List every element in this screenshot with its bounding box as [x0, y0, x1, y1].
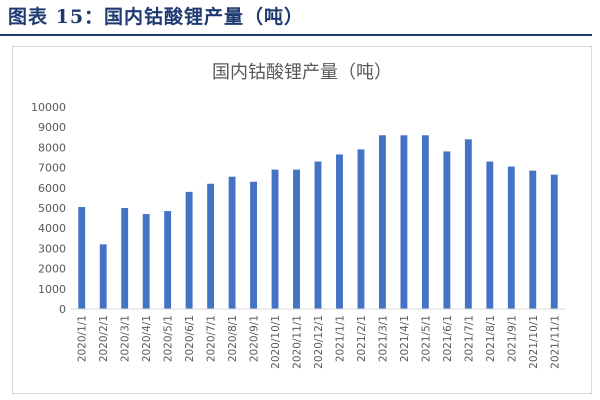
bar [293, 169, 300, 309]
x-tick-label: 2020/9/1 [249, 315, 261, 362]
bar [507, 166, 515, 309]
bar [142, 214, 150, 309]
x-tick-label: 2020/10/1 [270, 315, 282, 369]
bar [357, 149, 365, 309]
y-tick-label: 8000 [38, 141, 66, 154]
bar [78, 206, 86, 309]
y-tick-label: 1000 [38, 283, 66, 296]
y-tick-label: 7000 [38, 162, 66, 175]
x-tick-label: 2021/6/1 [442, 315, 454, 362]
figure-title: 图表 15：国内钴酸锂产量（吨） [8, 6, 305, 28]
bar [336, 154, 343, 309]
x-tick-label: 2021/11/1 [549, 315, 561, 369]
x-tick-label: 2021/9/1 [506, 315, 518, 362]
x-tick-label: 2021/2/1 [356, 315, 368, 362]
x-tick-label: 2021/3/1 [377, 315, 389, 362]
title-divider [0, 34, 592, 36]
bar [271, 169, 279, 309]
y-tick-label: 2000 [38, 263, 66, 276]
x-tick-label: 2020/3/1 [120, 315, 132, 362]
bar [400, 135, 408, 309]
bar [185, 191, 193, 309]
y-tick-label: 3000 [38, 242, 66, 255]
x-tick-label: 2020/11/1 [292, 315, 304, 369]
chart-frame: 国内钴酸锂产量（吨） 0 1000 2000 3000 4000 5000 6000 7000… [12, 46, 592, 394]
x-tick-label: 2021/1/1 [334, 315, 346, 362]
bar-series [78, 135, 558, 309]
x-tick-label: 2020/5/1 [163, 315, 175, 362]
bar [228, 176, 236, 309]
x-tick-label: 2020/6/1 [184, 315, 196, 362]
x-tick-label: 2020/7/1 [206, 315, 218, 362]
x-tick-label: 2021/4/1 [399, 315, 411, 362]
bar-chart: 国内钴酸锂产量（吨） 0 1000 2000 3000 4000 5000 6000 7000… [31, 62, 565, 369]
x-tick-label: 2021/10/1 [528, 315, 540, 369]
y-tick-label: 5000 [38, 202, 66, 215]
y-tick-label: 0 [59, 303, 66, 316]
bar [121, 208, 129, 309]
x-tick-label: 2021/7/1 [463, 315, 475, 362]
y-tick-label: 6000 [38, 182, 66, 195]
x-tick-label: 2020/4/1 [141, 315, 153, 362]
bar [464, 139, 472, 309]
y-tick-label: 4000 [38, 222, 66, 235]
bar [314, 161, 322, 309]
y-tick-label: 10000 [31, 101, 66, 114]
x-axis: 2020/1/1 2020/2/1 2020/3/1 2020/4/1 2020/5/1… [71, 308, 565, 369]
x-tick-label: 2020/12/1 [313, 315, 325, 369]
bar [486, 161, 494, 309]
bar [250, 181, 257, 309]
bar [443, 151, 451, 309]
x-tick-label: 2020/1/1 [77, 315, 89, 362]
x-tick-label: 2020/2/1 [98, 315, 110, 362]
chart-title: 国内钴酸锂产量（吨） [212, 62, 392, 83]
x-tick-label: 2021/5/1 [420, 315, 432, 362]
bar [207, 183, 215, 309]
bar [421, 135, 429, 309]
bar [379, 135, 386, 309]
y-tick-label: 9000 [38, 121, 66, 134]
x-tick-label: 2021/8/1 [485, 315, 497, 362]
bar [529, 170, 537, 309]
bar [164, 211, 172, 309]
x-tick-label: 2020/8/1 [227, 315, 239, 362]
y-axis: 0 1000 2000 3000 4000 5000 6000 7000 8000 9000 100… [31, 101, 66, 316]
bar [99, 244, 107, 309]
bar [550, 174, 558, 309]
